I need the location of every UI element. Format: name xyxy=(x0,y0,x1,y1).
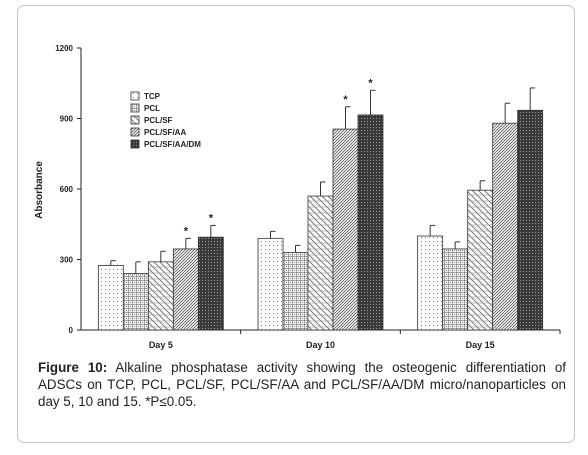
significance-mark: * xyxy=(343,94,348,106)
x-axis: Day 5 Day 10 Day 15 xyxy=(81,329,561,350)
legend: TCP PCL PCL/SF PCL/SF/AA PCL/SF/AA/DM xyxy=(130,91,201,149)
y-tick-label: 1200 xyxy=(55,44,73,53)
legend-label: PCL/SF/AA xyxy=(144,128,186,137)
y-tick-label: 900 xyxy=(60,115,74,124)
bar-tcp-day-15 xyxy=(417,235,444,331)
legend-swatch xyxy=(130,139,140,149)
bar-pcl-sf-aa-day-5 xyxy=(172,248,199,331)
bar-pcl-sf-day-5 xyxy=(147,261,174,331)
bar-pcl-sf-aa-day-10 xyxy=(332,128,359,331)
bar-pcl-sf-day-10 xyxy=(307,195,334,331)
bar-chart: 0 300 600 900 1200 Day 5 Day 10 Day 15 Absorba… xyxy=(34,44,561,350)
bar-pcl-sf-aa-dm-day-15 xyxy=(517,109,544,331)
bar-tcp-day-5 xyxy=(97,264,124,331)
significance-mark: * xyxy=(368,77,373,89)
legend-label: TCP xyxy=(144,92,161,101)
significance-mark: * xyxy=(184,225,189,237)
legend-label: PCL xyxy=(144,104,160,113)
y-tick-label: 600 xyxy=(60,185,74,194)
bar-pcl-day-5 xyxy=(122,273,149,331)
bar-pcl-day-15 xyxy=(442,248,469,331)
y-axis: 0 300 600 900 1200 xyxy=(55,44,82,335)
y-tick-label: 0 xyxy=(69,326,74,335)
y-axis-title: Absorbance xyxy=(34,161,45,219)
legend-swatch xyxy=(130,103,140,113)
legend-swatch xyxy=(130,91,140,101)
x-category-label: Day 5 xyxy=(149,340,173,350)
bar-groups: * * * * xyxy=(97,77,544,331)
legend-swatch xyxy=(130,127,140,137)
figure-caption: Figure 10: Alkaline phosphatase activity… xyxy=(38,359,566,410)
caption-text: Alkaline phosphatase activity showing th… xyxy=(38,360,566,409)
legend-label: PCL/SF/AA/DM xyxy=(144,140,201,149)
bar-pcl-sf-aa-dm-day-10 xyxy=(357,114,384,331)
legend-label: PCL/SF xyxy=(144,116,173,125)
bar-pcl-sf-aa-day-15 xyxy=(492,122,519,331)
bar-pcl-day-10 xyxy=(282,252,309,331)
caption-label: Figure 10: xyxy=(38,360,108,375)
bar-pcl-sf-aa-dm-day-5 xyxy=(197,236,224,331)
bar-pcl-sf-day-15 xyxy=(467,189,494,331)
x-category-label: Day 15 xyxy=(466,340,495,350)
significance-mark: * xyxy=(209,212,214,224)
legend-swatch xyxy=(130,115,140,125)
bar-tcp-day-10 xyxy=(257,237,284,331)
x-category-label: Day 10 xyxy=(306,340,335,350)
y-tick-label: 300 xyxy=(60,256,74,265)
